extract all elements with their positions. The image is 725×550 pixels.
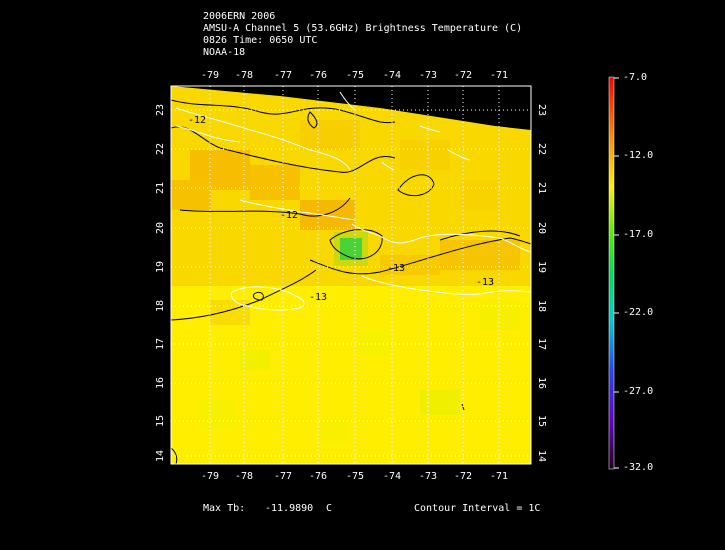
lat-tick-left: 17 (155, 338, 166, 350)
lon-tick-bottom: -76 (309, 471, 327, 482)
lon-tick-top: -72 (454, 70, 472, 81)
map-frame (170, 85, 532, 465)
contour-interval: Contour Interval = 1C (414, 503, 541, 514)
lon-tick-bottom: -74 (383, 471, 401, 482)
graticule (171, 86, 531, 464)
lat-tick-left: 18 (155, 300, 166, 312)
no-data-region (171, 86, 531, 130)
lat-tick-left: 21 (155, 182, 166, 194)
contour-label: -13 (309, 292, 327, 303)
colorbar-label: -17.0 (623, 229, 654, 240)
title-line-2: AMSU-A Channel 5 (53.6GHz) Brightness Te… (203, 23, 523, 34)
lon-tick-top: -73 (419, 70, 437, 81)
pixel-mosaic (171, 120, 520, 445)
lon-tick-top: -78 (235, 70, 253, 81)
lat-tick-left: 14 (155, 450, 166, 462)
lon-tick-top: -77 (274, 70, 292, 81)
title-line-1: 2006ERN 2006 (203, 11, 276, 22)
lat-tick-right: 16 (536, 377, 547, 389)
title-line-3: 0826 Time: 0650 UTC (203, 35, 318, 46)
lon-tick-bottom: -72 (454, 471, 472, 482)
title-line-4: NOAA-18 (203, 47, 246, 58)
contour-lines (171, 99, 531, 464)
max-tb-unit: C (326, 503, 333, 514)
lon-tick-bottom: -79 (201, 471, 219, 482)
max-tb-value: -11.9890 (265, 503, 314, 514)
lon-tick-top: -79 (201, 70, 219, 81)
lat-tick-right: 15 (536, 415, 547, 427)
lon-tick-bottom: -71 (490, 471, 508, 482)
colorbar-label: -27.0 (623, 386, 654, 397)
brightness-field (171, 86, 531, 464)
lat-tick-right: 23 (536, 104, 547, 116)
lon-tick-top: -76 (309, 70, 327, 81)
lon-tick-bottom: -73 (419, 471, 437, 482)
lat-tick-left: 16 (155, 377, 166, 389)
max-tb-label: Max Tb: (203, 503, 246, 514)
lon-tick-top: -74 (383, 70, 401, 81)
lat-tick-right: 17 (536, 338, 547, 350)
lat-tick-left: 15 (155, 415, 166, 427)
lat-tick-right: 19 (536, 261, 547, 273)
colorbar-label: -22.0 (623, 307, 654, 318)
contour-label: -13 (476, 277, 494, 288)
lat-tick-right: 18 (536, 300, 547, 312)
colorbar-label: -32.0 (623, 462, 654, 473)
lon-tick-bottom: -78 (235, 471, 253, 482)
lat-tick-right: 14 (536, 450, 547, 462)
lat-tick-left: 19 (155, 261, 166, 273)
lon-tick-top: -71 (490, 70, 508, 81)
lon-tick-top: -75 (346, 70, 364, 81)
cold-spot (340, 238, 362, 260)
lat-tick-left: 22 (155, 143, 166, 155)
lat-tick-left: 20 (155, 222, 166, 234)
colorbar-label: -12.0 (623, 150, 654, 161)
lat-tick-right: 22 (536, 143, 547, 155)
lon-tick-bottom: -75 (346, 471, 364, 482)
lon-tick-bottom: -77 (274, 471, 292, 482)
contour-label: -12 (280, 210, 298, 221)
lat-tick-right: 21 (536, 182, 547, 194)
contour-label: -12 (188, 115, 206, 126)
contour-label: -13 (387, 263, 405, 274)
colorbar (608, 76, 615, 470)
lat-tick-right: 20 (536, 222, 547, 234)
coastlines (175, 91, 531, 311)
lat-tick-left: 23 (155, 104, 166, 116)
colorbar-label: -7.0 (623, 72, 648, 83)
